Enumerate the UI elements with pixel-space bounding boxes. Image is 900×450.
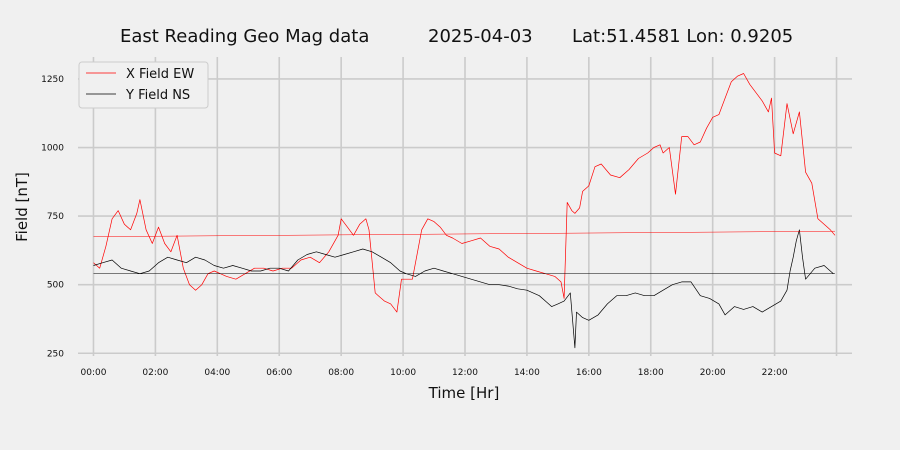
title-name: East Reading Geo Mag data [120, 26, 369, 47]
x-tick-label: 10:00 [390, 368, 416, 378]
legend-box [78, 61, 209, 109]
title-location: Lat:51.4581 Lon: 0.9205 [572, 26, 793, 47]
x-tick-label: 12:00 [452, 368, 478, 378]
plot-area: 00:00 02:00 04:00 06:00 08:00 10:00 12:00 14:00… [41, 57, 852, 378]
y-tick-label: 1250 [41, 75, 64, 85]
title-date: 2025-04-03 [428, 26, 533, 47]
x-tick-label: 20:00 [700, 368, 726, 378]
y-tick-label: 500 [47, 281, 64, 291]
x-tick-label: 08:00 [328, 368, 354, 378]
x-tick-label: 06:00 [266, 368, 292, 378]
y-field-ns-line [93, 229, 834, 349]
series [93, 73, 836, 349]
y-tick-label: 750 [47, 212, 64, 222]
x-field-reference-line [93, 230, 836, 237]
x-tick-label: 22:00 [762, 368, 788, 378]
x-axis-label: Time [Hr] [428, 384, 500, 402]
legend: X Field EW Y Field NS [78, 61, 209, 109]
x-tick-label: 14:00 [514, 368, 540, 378]
tick-labels: 00:00 02:00 04:00 06:00 08:00 10:00 12:00 14:00… [41, 75, 788, 378]
grid [78, 57, 852, 356]
chart-title: East Reading Geo Mag data 2025-04-03 Lat… [120, 26, 793, 47]
y-tick-label: 250 [47, 349, 64, 359]
x-tick-label: 04:00 [204, 368, 230, 378]
x-tick-label: 16:00 [576, 368, 602, 378]
x-tick-label: 18:00 [638, 368, 664, 378]
x-tick-label: 02:00 [142, 368, 168, 378]
x-tick-label: 00:00 [81, 368, 107, 378]
y-axis-label: Field [nT] [13, 172, 31, 242]
y-tick-label: 1000 [41, 144, 64, 154]
legend-label-y-field: Y Field NS [125, 88, 190, 103]
legend-label-x-field: X Field EW [126, 67, 194, 82]
